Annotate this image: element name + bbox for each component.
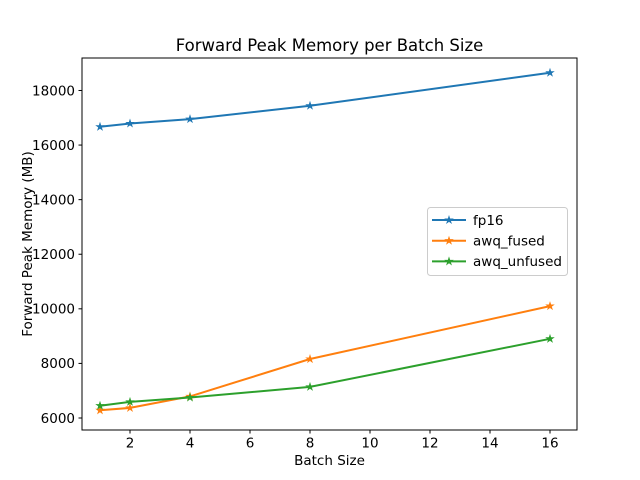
y-tick-label: 16000	[32, 138, 75, 154]
data-point-marker-fp16	[95, 121, 105, 131]
y-tick-label: 6000	[41, 411, 75, 427]
legend-sample-marker	[444, 235, 454, 245]
x-axis-label: Batch Size	[294, 453, 365, 469]
legend-sample-marker	[444, 256, 454, 266]
x-tick-label: 6	[246, 436, 255, 452]
y-tick-label: 14000	[32, 192, 75, 208]
data-point-marker-fp16	[185, 114, 195, 124]
plot-border	[81, 57, 578, 431]
x-tick-label: 4	[186, 436, 195, 452]
y-tick-label: 8000	[41, 356, 75, 372]
data-point-marker-fp16	[305, 100, 315, 110]
data-point-marker-awq_unfused	[305, 381, 315, 391]
series-line-fp16	[99, 71, 551, 128]
data-point-marker-fp16	[545, 67, 555, 77]
data-point-marker-awq_fused	[95, 405, 105, 415]
data-point-marker-awq_unfused	[185, 392, 195, 402]
chart-title: Forward Peak Memory per Batch Size	[176, 36, 484, 55]
data-point-marker-awq_unfused	[545, 333, 555, 343]
plot-area: 2 4 6 8 10 12 14 16 6000 8000 10000 12000 14000 16000…	[32, 57, 578, 452]
legend-label-awq_unfused: awq_unfused	[473, 254, 562, 270]
data-point-marker-awq_fused	[125, 402, 135, 412]
series-line-awq_fused	[99, 305, 551, 412]
data-point-marker-fp16	[125, 118, 135, 128]
y-axis-label: Forward Peak Memory (MB)	[20, 151, 36, 337]
y-tick-label: 18000	[32, 83, 75, 99]
data-point-marker-awq_fused	[305, 354, 315, 364]
x-tick-label: 16	[541, 436, 558, 452]
legend-label-fp16: fp16	[473, 213, 504, 229]
legend-label-awq_fused: awq_fused	[473, 234, 545, 250]
x-tick-label: 10	[361, 436, 378, 452]
x-tick-label: 8	[306, 436, 315, 452]
legend-box	[427, 207, 568, 276]
x-tick-label: 14	[481, 436, 498, 452]
x-tick-label: 12	[421, 436, 438, 452]
y-tick-label: 10000	[32, 302, 75, 318]
x-tick-label: 2	[126, 436, 135, 452]
series-line-awq_unfused	[99, 337, 551, 407]
y-tick-label: 12000	[32, 247, 75, 263]
data-point-marker-awq_unfused	[125, 396, 135, 406]
data-point-marker-awq_fused	[545, 301, 555, 311]
legend-sample-marker	[444, 215, 454, 225]
data-point-marker-awq_unfused	[95, 400, 105, 410]
